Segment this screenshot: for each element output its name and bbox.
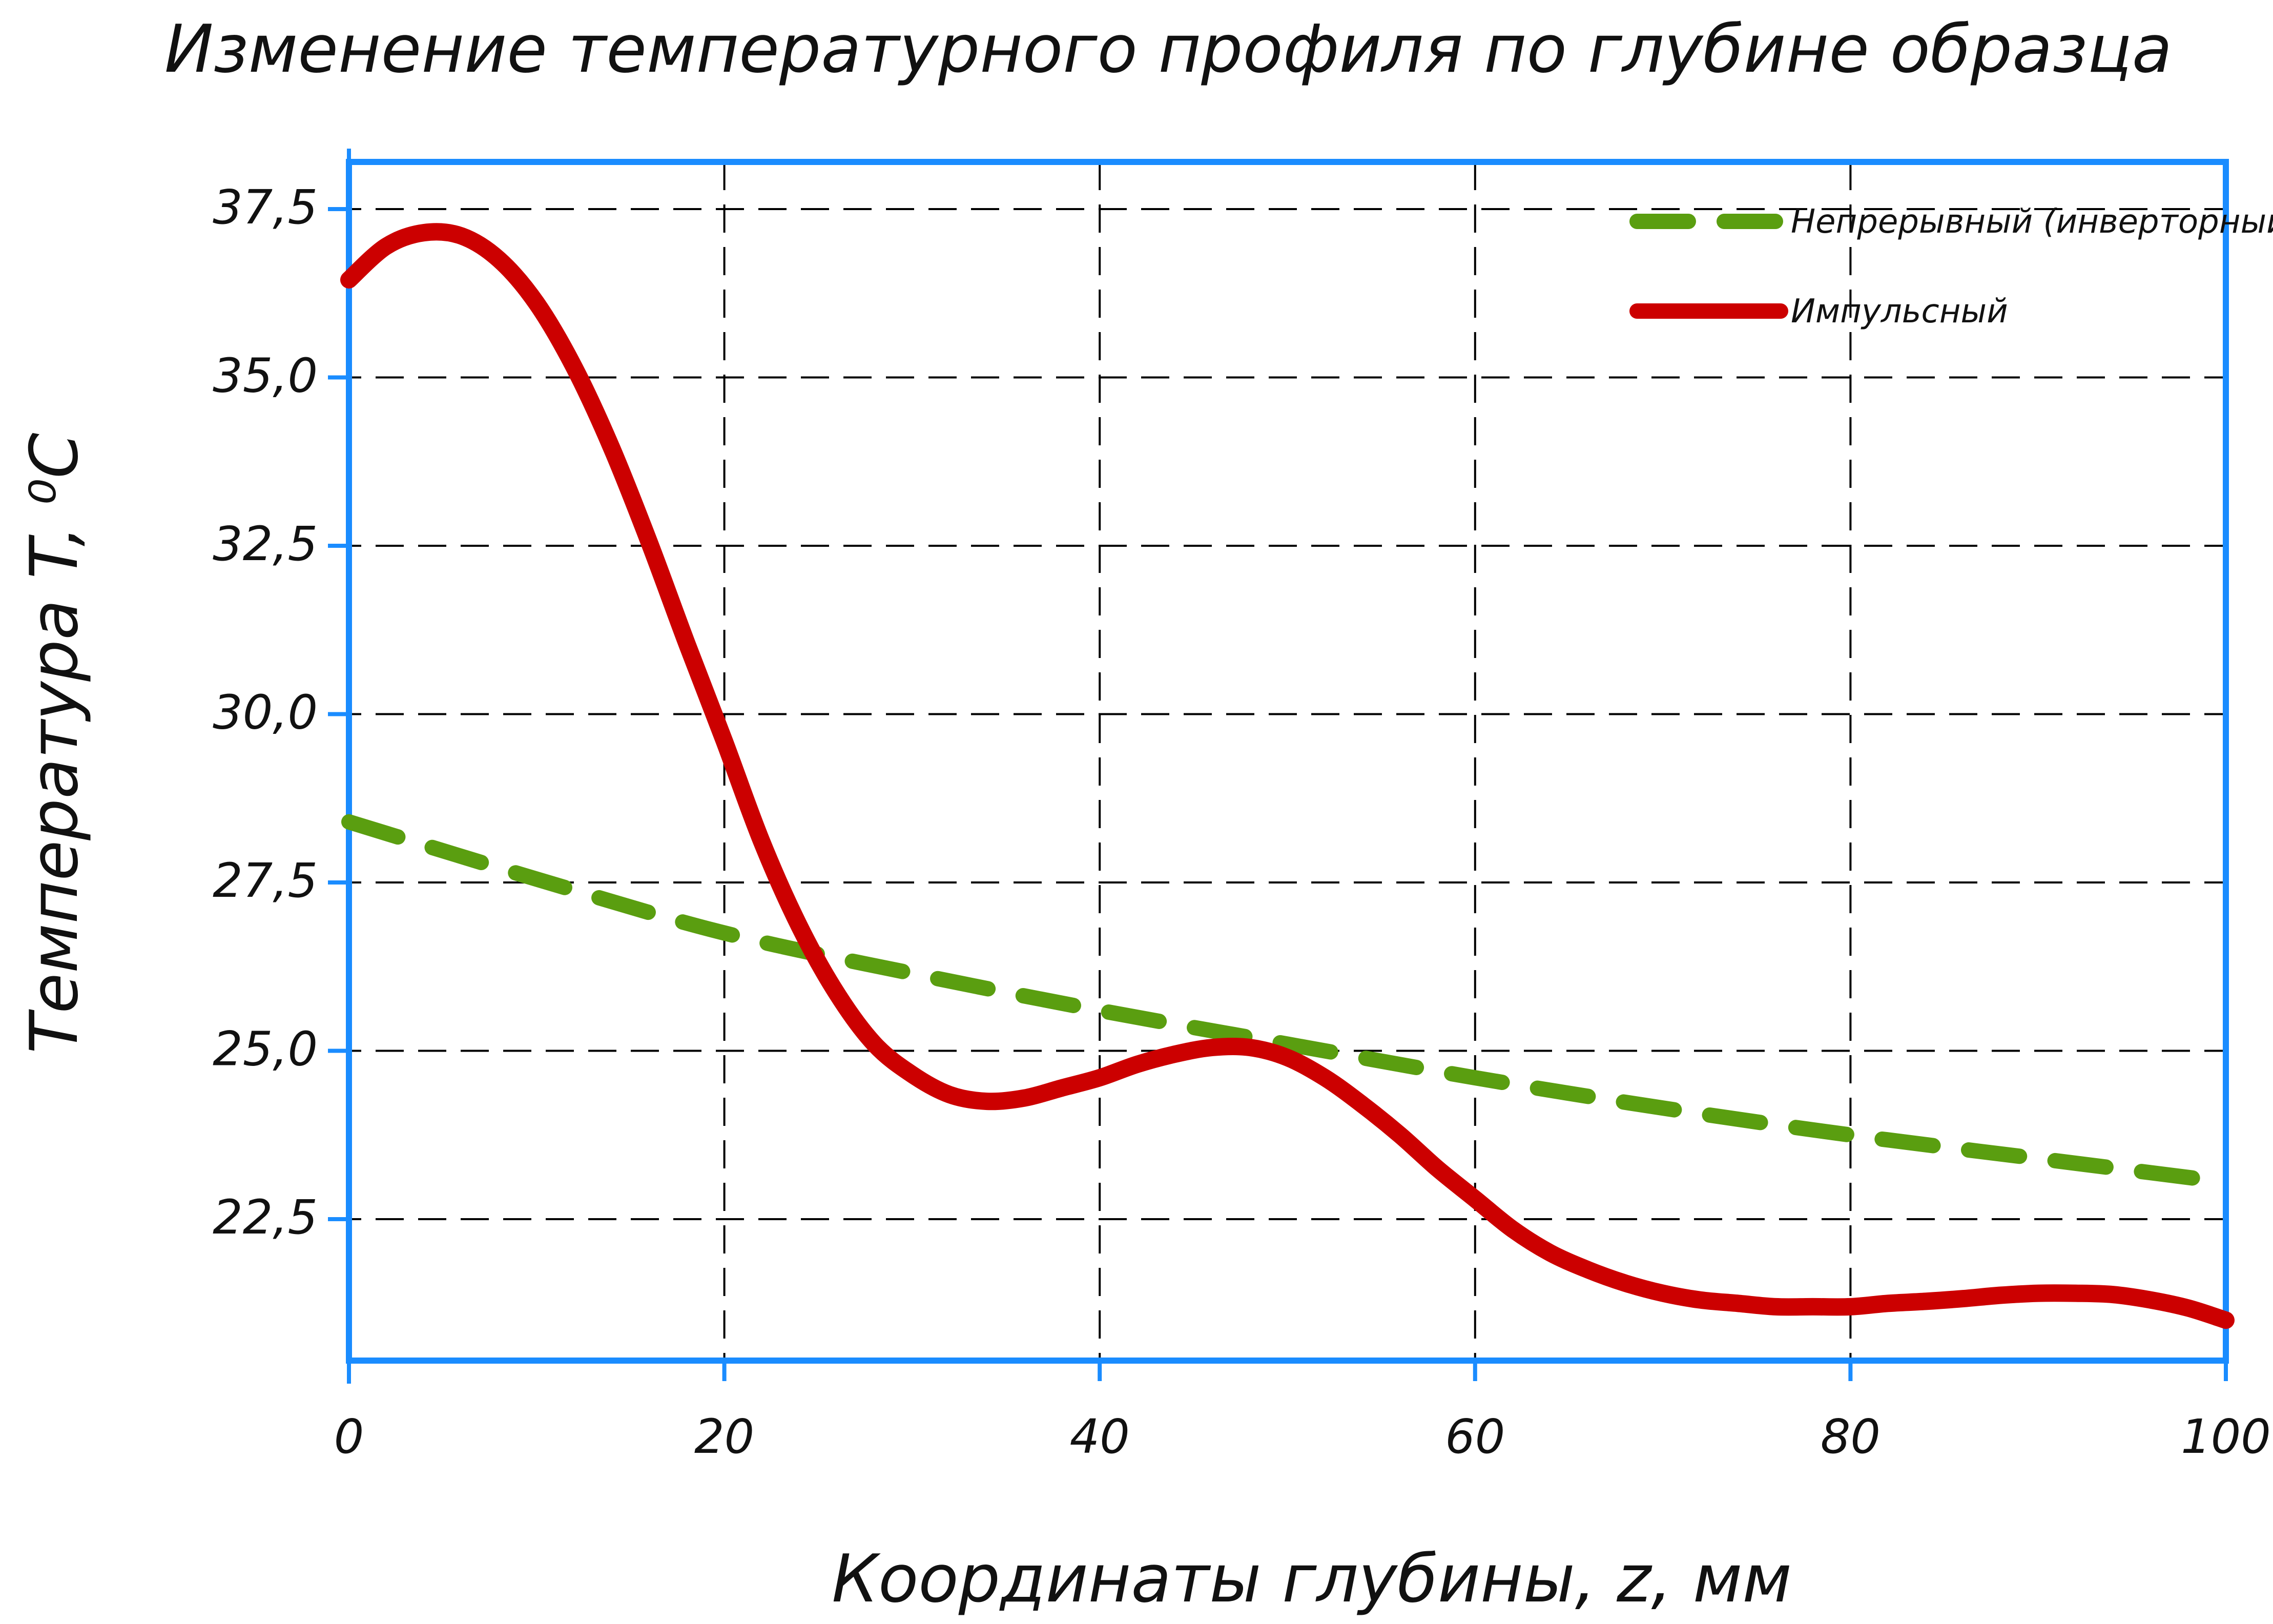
axis-ticks: 22,5 25,0 27,5 30,0 32,5 35,0 37,5 0 20 40 60 80 100 xyxy=(213,180,2271,1464)
legend-label: Непрерывный (инверторный) xyxy=(1791,203,2273,241)
y-tick-label: 30,0 xyxy=(213,685,318,740)
y-tick-label: 32,5 xyxy=(213,517,318,571)
legend: Непрерывный (инверторный) Импульсный xyxy=(1629,203,2273,331)
x-tick-label: 0 xyxy=(334,1409,364,1464)
y-tick-label: 37,5 xyxy=(213,180,318,235)
grid-lines xyxy=(333,162,2226,1361)
x-tick-label: 80 xyxy=(1821,1409,1881,1464)
legend-label: Импульсный xyxy=(1791,293,2008,331)
series-line-pulsed xyxy=(340,223,2235,1329)
x-tick-label: 100 xyxy=(2181,1409,2271,1464)
y-tick-label: 27,5 xyxy=(213,853,318,908)
series-line-continuous xyxy=(341,814,2234,1190)
chart-title: Изменение температурного профиля по глуб… xyxy=(164,11,2172,88)
y-tick-label: 35,0 xyxy=(213,348,318,403)
x-tick-label: 20 xyxy=(694,1409,754,1464)
series-group xyxy=(340,223,2235,1329)
x-tick-label: 40 xyxy=(1070,1409,1130,1464)
y-tick-label: 22,5 xyxy=(213,1190,318,1245)
plot-frame xyxy=(346,149,2229,1384)
y-axis-label: Температура T, ⁰C xyxy=(16,433,93,1053)
plot-border xyxy=(346,159,2229,1364)
x-axis-label: Координаты глубины, z, мм xyxy=(832,1541,1792,1617)
x-tick-label: 60 xyxy=(1445,1409,1505,1464)
y-tick-label: 25,0 xyxy=(213,1022,318,1077)
